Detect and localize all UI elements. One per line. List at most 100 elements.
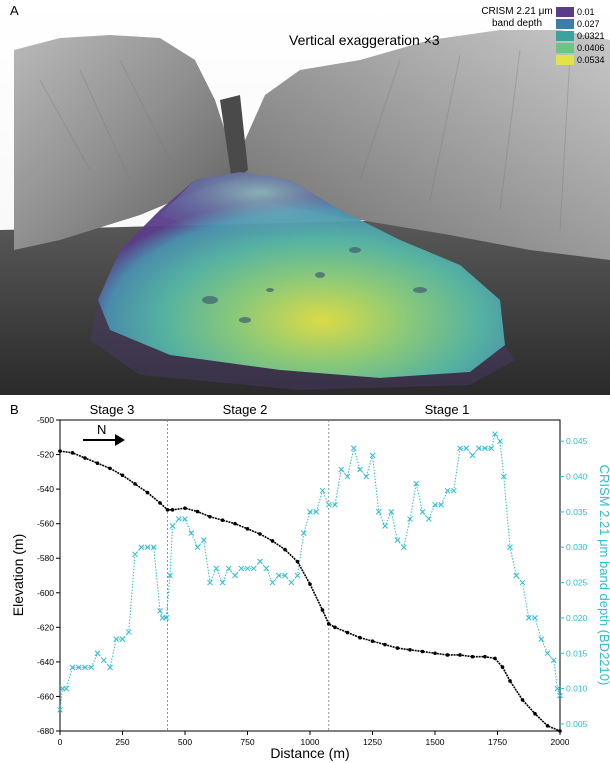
legend-swatch-0: [556, 7, 574, 17]
elevation-point: [83, 456, 87, 460]
band-depth-point: [525, 615, 532, 621]
band-depth-point: [325, 501, 332, 508]
band-depth-point: [282, 572, 288, 579]
band-depth-point: [213, 565, 220, 572]
band-depth-point: [119, 636, 126, 642]
band-depth-point: [488, 445, 495, 452]
band-depth-point: [194, 544, 201, 551]
x-tick-label: 500: [178, 737, 192, 747]
x-tick-label: 250: [115, 737, 129, 747]
band-depth-point: [450, 487, 457, 494]
legend: 0.01 0.027 0.0321 0.0406 0.0534: [556, 6, 605, 66]
y2-tick-label: 0.020: [566, 613, 588, 623]
band-depth-point: [157, 607, 163, 614]
band-depth-point: [125, 629, 132, 635]
band-depth-point: [444, 487, 451, 494]
elevation-point: [558, 729, 562, 733]
elevation-point: [320, 608, 325, 612]
elevation-point: [283, 547, 287, 552]
panel-b-profile-chart: B Stage 3 Stage 2 Stage 1 N Distance (m)…: [10, 402, 610, 761]
band-depth-point: [492, 431, 498, 437]
band-depth-point: [175, 516, 182, 522]
elevation-series: [58, 449, 562, 733]
elevation-point: [345, 630, 350, 635]
x-tick-label: 0: [58, 737, 63, 747]
band-depth-point: [375, 509, 382, 515]
band-depth-point: [294, 572, 301, 579]
band-depth-point: [100, 657, 107, 664]
elevation-point: [70, 451, 75, 455]
band-depth-point: [319, 487, 326, 494]
elevation-point: [170, 508, 175, 512]
band-depth-point: [163, 615, 170, 621]
panel-a-label: A: [10, 3, 19, 18]
elevation-point: [470, 654, 475, 659]
band-depth-point: [88, 664, 95, 671]
legend-label-3: 0.0406: [577, 43, 605, 53]
legend-entry: 0.0534: [556, 54, 605, 66]
band-depth-point: [169, 523, 176, 529]
elevation-point: [183, 506, 187, 510]
x-tick-label: 2000: [551, 737, 570, 747]
x-tick-label: 1250: [363, 737, 382, 747]
band-depth-point: [94, 650, 101, 657]
x-tick-label: 750: [240, 737, 254, 747]
band-depth-point: [167, 572, 173, 579]
panel-a-perspective-image: [0, 0, 610, 395]
band-depth-point: [382, 523, 388, 529]
band-depth-point: [307, 509, 313, 515]
elevation-point: [483, 654, 487, 659]
band-depth-point: [132, 551, 138, 558]
elevation-point: [420, 649, 425, 654]
band-depth-point: [519, 579, 526, 586]
elevation-point: [270, 539, 275, 543]
axis-ticks: 0 250 500 750 1000 1250 1500 1750 2000 -680 -660 -6…: [37, 415, 588, 747]
band-depth-point: [232, 572, 238, 579]
x-tick-label: 1000: [301, 737, 320, 747]
band-depth-point: [369, 452, 376, 459]
x-axis-title: Distance (m): [270, 745, 349, 761]
band-depth-point: [200, 537, 207, 544]
band-depth-point: [350, 445, 357, 452]
legend-label-1: 0.027: [577, 19, 600, 29]
elevation-point: [95, 461, 100, 465]
band-depth-point: [300, 530, 307, 536]
stage-label-3: Stage 3: [90, 402, 135, 417]
band-depth-point: [69, 664, 76, 671]
elevation-point: [493, 656, 497, 661]
band-depth-point: [538, 636, 545, 642]
elevation-line: [59, 450, 561, 732]
band-depth-point: [432, 501, 438, 508]
y-tick-label: -660: [37, 691, 54, 701]
y-tick-label: -520: [37, 450, 54, 460]
x-tick-label: 1750: [488, 737, 507, 747]
y-tick-label: -580: [37, 553, 54, 563]
band-depth-point: [400, 544, 407, 551]
band-depth-point: [107, 664, 113, 671]
band-depth-point: [144, 544, 151, 551]
elevation-point: [433, 651, 437, 656]
elevation-point: [145, 490, 150, 495]
elevation-point: [383, 642, 387, 647]
legend-swatch-2: [556, 31, 574, 41]
band-depth-point: [225, 565, 232, 572]
elevation-point: [158, 501, 162, 505]
plot-area: [59, 419, 561, 732]
elevation-point: [295, 559, 300, 564]
y-tick-label: -540: [37, 484, 54, 494]
y2-tick-label: 0.010: [566, 684, 588, 694]
elevation-point: [208, 514, 212, 519]
elevation-point: [165, 508, 170, 512]
band-depth-point: [338, 466, 345, 473]
elevation-point: [220, 518, 225, 523]
band-depth-point: [275, 572, 282, 579]
elevation-point: [120, 473, 125, 478]
band-depth-point: [554, 685, 561, 692]
legend-swatch-3: [556, 43, 574, 53]
elevation-point: [195, 509, 200, 514]
band-depth-point: [419, 509, 426, 515]
legend-entry: 0.0321: [556, 30, 605, 42]
band-depth-point: [344, 473, 351, 480]
north-label: N: [97, 422, 106, 437]
x-tick-label: 1500: [426, 737, 445, 747]
